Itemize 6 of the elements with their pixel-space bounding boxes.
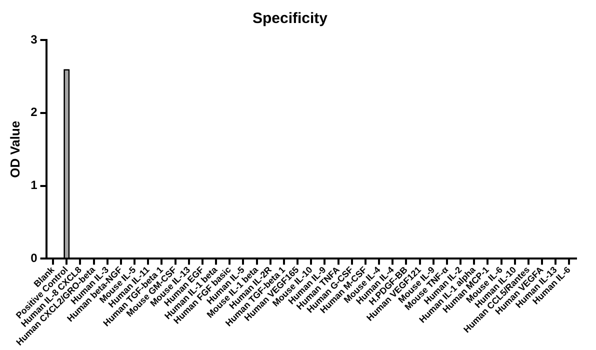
y-axis-title: OD Value <box>7 120 22 178</box>
y-tick-label: 1 <box>30 178 38 192</box>
y-tick-label: 2 <box>30 105 38 120</box>
chart-title: Specificity <box>252 10 328 28</box>
y-tick-label: 3 <box>30 32 38 46</box>
y-tick-label: 0 <box>30 251 38 266</box>
